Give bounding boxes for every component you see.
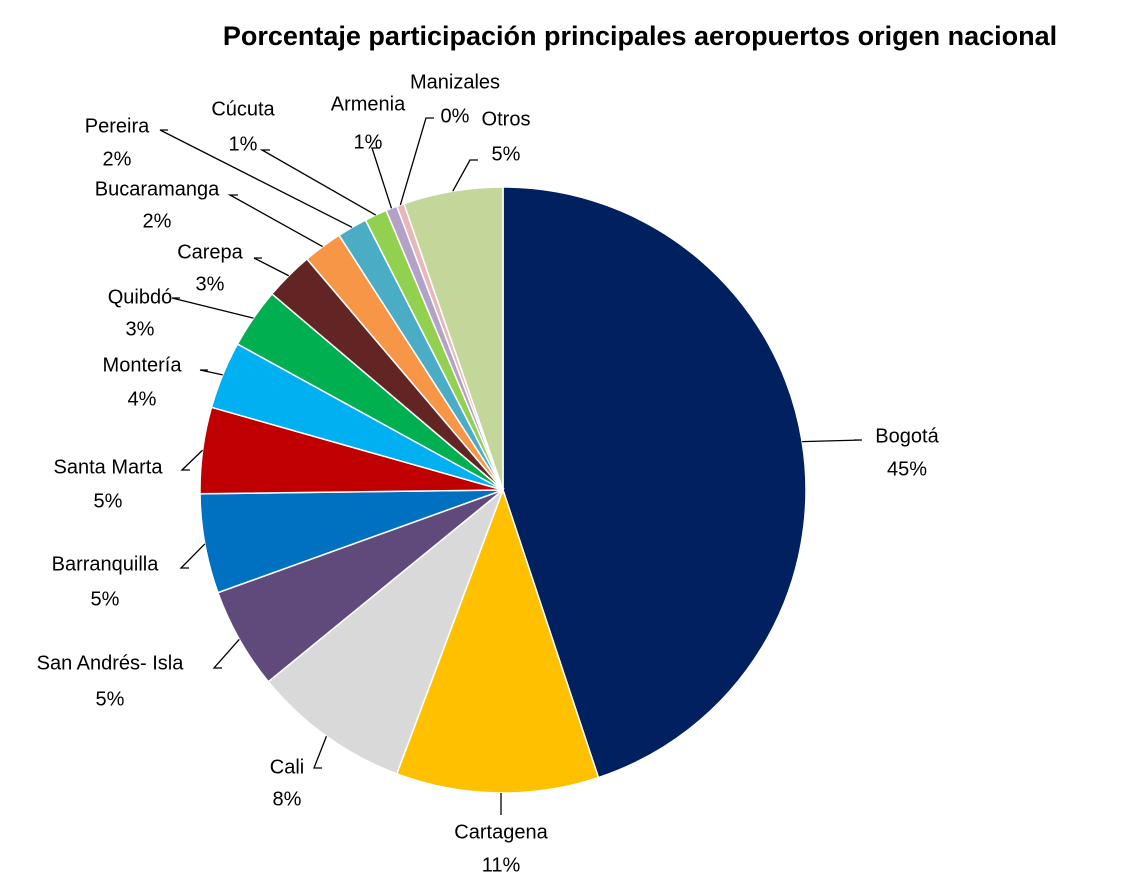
slice-label: Bucaramanga [95,178,220,200]
leader-line [802,439,863,443]
slice-value-label: 3% [196,273,225,295]
slice-label: Santa Marta [54,456,164,478]
leader-line [212,638,240,669]
slice-value-label: 5% [91,588,120,610]
slice-label: Otros [482,108,531,130]
slice-value-label: 3% [126,318,155,340]
leader-line [313,736,328,769]
slice-label: Barranquilla [52,553,160,575]
slice-label: Cali [270,756,304,778]
slice-label: Bogotá [875,425,939,447]
slice-value-label: 0% [441,105,470,127]
slice-value-label: 4% [128,388,157,410]
pie-slice [502,186,807,779]
pie-slice [395,487,600,794]
slice-label: Montería [103,354,183,376]
slice-label: Pereira [85,115,150,137]
slice-label: Carepa [177,241,243,263]
leader-line [259,149,377,216]
leader-line [180,449,204,471]
slice-label: Quibdó [108,286,173,308]
leader-line [159,129,353,228]
slice-label: Cúcuta [211,98,275,120]
leader-line [399,117,434,206]
slice-value-label: 2% [103,148,132,170]
leader-line [253,257,290,277]
leader-line [452,159,478,192]
slice-label: Armenia [331,93,406,115]
slice-value-label: 1% [229,133,258,155]
pie-slice [402,186,504,491]
slice-label: Cartagena [454,821,548,843]
slice-value-label: 11% [482,854,521,876]
slice-value-label: 2% [143,210,172,232]
slice-value-label: 5% [492,143,521,165]
slice-value-label: 5% [96,688,125,710]
leader-line [179,543,206,569]
leader-line [371,147,393,209]
slice-value-label: 5% [94,490,123,512]
slice-value-label: 1% [354,131,383,153]
slice-label: San Andrés- Isla [37,652,185,674]
chart-title: Porcentaje participación principales aer… [223,21,1057,51]
leader-line [171,297,254,319]
leader-line [227,194,323,248]
leader-line [199,369,223,376]
slice-label: Manizales [410,71,500,93]
slice-value-label: 8% [273,788,302,810]
slice-value-label: 45% [887,458,927,480]
